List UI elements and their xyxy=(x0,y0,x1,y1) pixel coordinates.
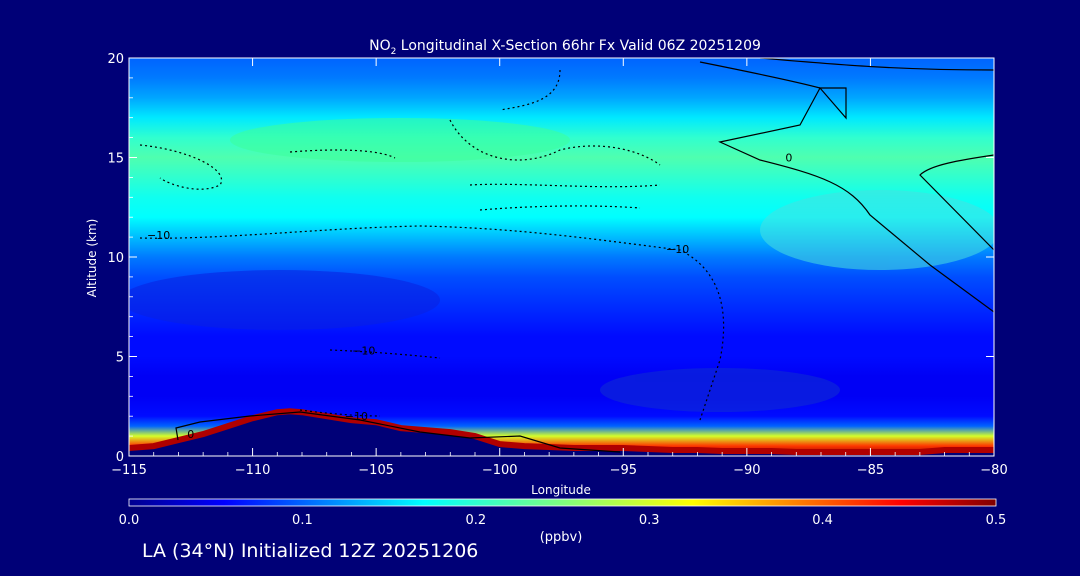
contour-line-negative xyxy=(499,69,561,111)
contour-line-zero xyxy=(175,411,621,453)
field-patch xyxy=(600,368,840,412)
contour-labels: 0 0 −10 −10 −10 −10 0 xyxy=(147,48,792,441)
y-tick-label: 10 xyxy=(107,251,124,266)
field-patch xyxy=(230,118,570,162)
contour-line-zero xyxy=(919,154,994,251)
contour-line-negative xyxy=(139,225,725,421)
x-tick-label: −90 xyxy=(733,463,760,478)
colorbar-label: (ppbv) xyxy=(540,530,583,545)
x-axis-label: Longitude xyxy=(531,483,591,497)
colorbar-ticks: 0.0 0.1 0.2 0.3 0.4 0.5 xyxy=(119,513,1007,528)
x-tick-label: −80 xyxy=(980,463,1007,478)
y-tick-label: 5 xyxy=(116,351,124,366)
contour-line-negative xyxy=(329,349,441,359)
x-axis: −115 −110 −105 −100 −95 −90 −85 −80 xyxy=(111,58,1008,478)
chart-title: NO2 Longitudinal X-Section 66hr Fx Valid… xyxy=(369,38,761,57)
contour-label: 0 xyxy=(187,428,194,441)
field-patch xyxy=(760,190,994,270)
contour-label: −10 xyxy=(147,229,170,242)
contour-line-negative xyxy=(479,205,641,211)
y-tick-label: 0 xyxy=(116,450,124,465)
initialization-footer: LA (34°N) Initialized 12Z 20251206 xyxy=(142,540,479,562)
colorbar-tick-label: 0.0 xyxy=(119,513,140,528)
contour-label: 0 xyxy=(785,151,792,164)
contour-line-zero xyxy=(759,58,994,71)
y-axis: 0 5 10 15 20 xyxy=(107,52,994,465)
x-tick-label: −100 xyxy=(482,463,518,478)
colorbar xyxy=(128,498,997,507)
x-tick-label: −110 xyxy=(235,463,271,478)
field-patch xyxy=(129,270,440,330)
contour-line-negative xyxy=(289,149,396,159)
colorbar-tick-label: 0.5 xyxy=(986,513,1007,528)
contour-label: −10 xyxy=(352,345,375,358)
contour-label: −10 xyxy=(345,410,368,423)
x-tick-label: −105 xyxy=(358,463,394,478)
field-patches xyxy=(129,118,994,412)
colorbar-tick-label: 0.1 xyxy=(292,513,313,528)
colorbar-tick-label: 0.3 xyxy=(639,513,660,528)
contour-label: 0 xyxy=(748,48,755,61)
y-tick-label: 15 xyxy=(107,152,124,167)
plot-area: 0 0 −10 −10 −10 −10 0 xyxy=(129,48,994,456)
contour-lines xyxy=(139,58,994,453)
x-tick-label: −95 xyxy=(610,463,637,478)
terrain-surface xyxy=(129,411,994,456)
contour-line-zero xyxy=(699,61,994,313)
colorbar-tick-label: 0.4 xyxy=(812,513,833,528)
colorbar-tick-label: 0.2 xyxy=(465,513,486,528)
contour-line-negative xyxy=(469,183,661,188)
x-tick-label: −115 xyxy=(111,463,147,478)
y-tick-label: 20 xyxy=(107,52,124,67)
contour-line-negative xyxy=(449,119,661,166)
x-tick-label: −85 xyxy=(857,463,884,478)
contour-label: −10 xyxy=(666,243,689,256)
y-axis-label: Altitude (km) xyxy=(85,219,99,298)
